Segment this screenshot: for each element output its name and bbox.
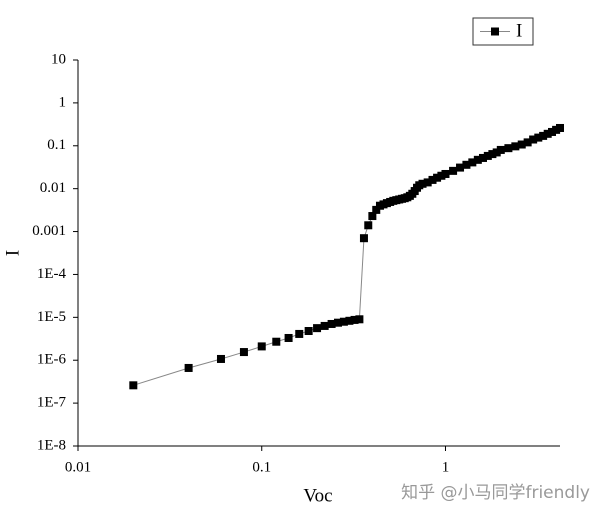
marker — [239, 348, 248, 357]
marker — [372, 205, 381, 214]
marker — [364, 221, 373, 230]
y-tick-label: 0.1 — [47, 137, 66, 153]
marker — [504, 144, 513, 153]
marker — [449, 166, 458, 175]
marker — [272, 337, 281, 346]
marker — [534, 133, 543, 142]
marker — [129, 381, 138, 390]
marker — [313, 324, 322, 333]
marker — [511, 142, 520, 151]
y-tick-label: 1E-7 — [37, 395, 67, 411]
marker — [359, 234, 368, 243]
marker — [345, 316, 354, 325]
marker — [517, 140, 526, 149]
marker — [355, 315, 364, 324]
marker — [433, 173, 442, 182]
marker — [468, 158, 477, 167]
legend-label: I — [516, 20, 522, 41]
marker — [523, 138, 532, 147]
watermark: 知乎 @小马同学friendly — [401, 483, 590, 503]
x-tick-label: 0.01 — [65, 459, 91, 475]
marker — [539, 131, 548, 140]
marker — [492, 148, 501, 157]
y-axis-label: I — [2, 250, 23, 256]
marker — [368, 212, 377, 221]
marker — [216, 354, 225, 363]
y-tick-label: 1E-8 — [37, 437, 66, 453]
marker — [488, 150, 497, 159]
marker — [543, 129, 552, 138]
x-tick-label: 0.1 — [252, 459, 271, 475]
y-tick-label: 10 — [51, 51, 66, 67]
marker — [548, 127, 557, 136]
marker — [483, 151, 492, 160]
marker — [428, 175, 437, 184]
y-tick-label: 1E-5 — [37, 309, 66, 325]
marker — [473, 155, 482, 164]
marker — [350, 315, 359, 324]
marker — [478, 153, 487, 162]
x-tick-label: 1 — [442, 459, 450, 475]
marker — [333, 318, 342, 327]
marker — [456, 163, 465, 172]
marker — [327, 319, 336, 328]
legend-marker — [491, 27, 499, 36]
marker — [529, 135, 538, 144]
series-line — [133, 127, 561, 386]
marker — [184, 363, 193, 372]
marker — [320, 321, 329, 330]
marker — [295, 329, 304, 338]
marker — [437, 171, 446, 180]
marker — [441, 169, 450, 178]
marker — [339, 317, 348, 326]
y-tick-label: 0.001 — [32, 223, 66, 239]
marker — [257, 342, 266, 351]
y-tick-label: 0.01 — [40, 180, 66, 196]
marker — [418, 179, 427, 188]
marker — [304, 327, 313, 336]
marker — [284, 333, 293, 342]
x-axis-label: Voc — [303, 485, 332, 506]
y-tick-label: 1 — [59, 94, 67, 110]
y-tick-label: 1E-6 — [37, 352, 67, 368]
y-tick-label: 1E-4 — [37, 266, 67, 282]
marker — [556, 123, 564, 132]
marker — [423, 178, 432, 187]
marker — [462, 160, 471, 169]
marker — [496, 145, 505, 154]
